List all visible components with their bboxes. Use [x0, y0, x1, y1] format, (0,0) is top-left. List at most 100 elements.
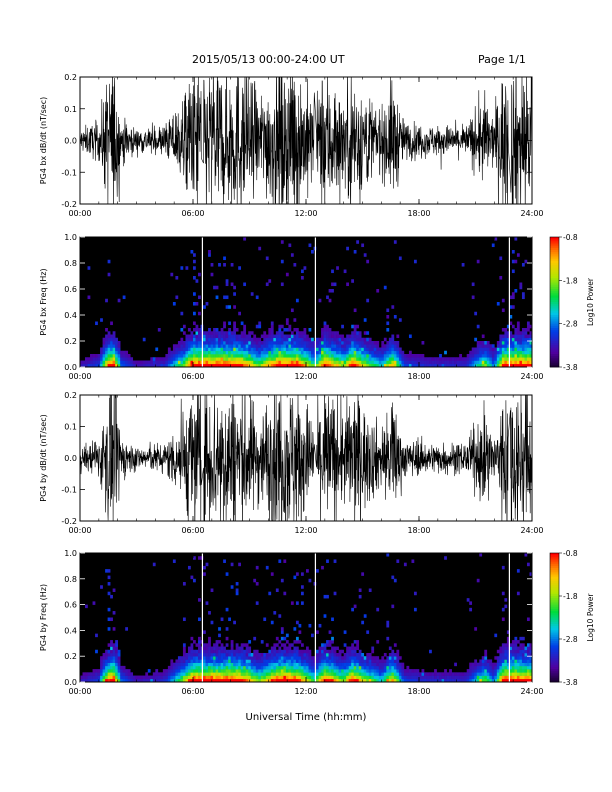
spectrogram-cell: [511, 672, 515, 676]
spectrogram-cell: [288, 649, 292, 654]
spectrogram-cell: [300, 652, 304, 657]
spectrogram-cell: [479, 672, 483, 676]
spectrogram-cell: [268, 656, 272, 660]
spectrogram-cell: [321, 341, 324, 345]
colorbar-swatch: [550, 651, 559, 655]
spectrogram-cell: [326, 656, 329, 660]
spectrogram-cell: [376, 640, 380, 644]
spectrogram-cell: [275, 354, 279, 358]
spectrogram-cell: [100, 347, 103, 352]
spectrogram-cell: [516, 665, 520, 670]
x-tick-label: 12:00: [294, 372, 317, 381]
spectrogram-cell: [263, 354, 267, 358]
colorbar-swatch: [550, 630, 559, 633]
spectrogram-cell: [386, 669, 390, 673]
spectrogram-cell: [290, 357, 294, 361]
spectrogram-cell: [250, 656, 254, 660]
spectrogram-cell: [260, 350, 264, 355]
spectrogram-cell: [117, 669, 121, 673]
spectrogram-cell: [348, 649, 352, 654]
spectrogram-cell: [195, 659, 199, 663]
spectrogram-cell: [258, 337, 262, 342]
spectrogram-cell: [125, 678, 129, 683]
spectrogram-cell: [514, 659, 518, 663]
spectrogram-cell: [250, 347, 254, 352]
colorbar-swatch: [550, 639, 559, 642]
spectrogram-cell: [248, 656, 252, 660]
spectrogram-cell: [514, 672, 518, 676]
spectrogram-cell: [351, 334, 355, 339]
spectrogram-cell: [524, 649, 528, 654]
spectrogram-cell: [318, 623, 322, 628]
spectrogram-cell: [506, 656, 510, 660]
spectrogram-cell: [311, 357, 314, 361]
spectrogram-cell: [403, 354, 407, 358]
x-axis-3: 00:00 06:00 12:00 18:00 24:00: [68, 553, 544, 696]
spectrogram-cell: [160, 363, 164, 368]
spectrogram-cell: [165, 672, 169, 676]
spectrogram-cell: [193, 350, 196, 355]
spectrogram-cell: [300, 269, 304, 274]
spectrogram-cell: [215, 337, 219, 342]
spectrogram-cell: [132, 678, 136, 683]
spectrogram-cell: [484, 649, 488, 654]
spectrogram-cell: [293, 646, 297, 651]
spectrogram-cell: [353, 324, 357, 329]
spectrogram-cell: [157, 360, 161, 365]
spectrogram-cell: [388, 360, 392, 365]
spectrogram-cell: [107, 675, 111, 680]
spectrogram-cell: [341, 344, 344, 348]
spectrogram-cell: [278, 363, 282, 368]
spectrogram-cell: [285, 350, 289, 355]
spectrogram-cell: [187, 337, 191, 342]
spectrogram-cell: [323, 656, 327, 660]
spectrogram-cell: [388, 656, 392, 660]
spectrogram-cell: [451, 357, 455, 361]
spectrogram-cell: [208, 328, 211, 332]
colorbar-swatch: [550, 673, 559, 676]
spectrogram-cell: [180, 347, 184, 352]
spectrogram-cell: [308, 662, 312, 667]
spectrogram-cell: [308, 623, 312, 628]
spectrogram-cell: [353, 678, 357, 683]
spectrogram-cell: [162, 669, 166, 673]
spectrogram-cell: [506, 652, 510, 657]
spectrogram-cell: [130, 675, 134, 680]
spectrogram-cell: [270, 620, 274, 625]
spectrogram-cell: [526, 360, 530, 365]
spectrogram-cell: [208, 354, 211, 358]
spectrogram-cell: [499, 357, 503, 361]
spectrogram-cell: [210, 652, 214, 657]
spectrogram-cell: [160, 357, 164, 361]
x-axis-2: 00:00 06:00 12:00 18:00 24:00: [68, 395, 544, 535]
spectrogram-cell: [486, 357, 490, 361]
spectrogram-cell: [275, 669, 279, 673]
colorbar-swatch: [550, 286, 559, 290]
spectrogram-cell: [318, 675, 322, 680]
spectrogram-cell: [341, 337, 344, 342]
spectrogram-cell: [514, 334, 518, 339]
spectrogram-cell: [388, 354, 392, 358]
spectrogram-cell: [260, 360, 264, 365]
spectrogram-cell: [526, 324, 530, 329]
spectrogram-cell: [208, 611, 211, 615]
spectrogram-cell: [127, 360, 131, 365]
spectrogram-cell: [501, 652, 505, 657]
spectrogram-cell: [464, 675, 468, 680]
spectrogram-cell: [115, 646, 118, 651]
colorbar-swatch: [550, 593, 559, 597]
spectrogram-cell: [338, 363, 342, 368]
spectrogram-cell: [454, 675, 457, 680]
spectrogram-cell: [235, 665, 239, 670]
spectrogram-cell: [386, 636, 390, 641]
spectrogram-cell: [444, 672, 447, 676]
spectrogram-cell: [218, 678, 221, 683]
spectrogram-cell: [208, 672, 211, 676]
spectrogram-cell: [238, 659, 242, 663]
spectrogram-cell: [270, 572, 274, 576]
spectrogram-cell: [371, 350, 375, 355]
spectrogram-cell: [258, 669, 262, 673]
spectrogram-cell: [187, 360, 191, 365]
spectrogram-cell: [233, 331, 236, 335]
spectrogram-cell: [245, 656, 249, 660]
